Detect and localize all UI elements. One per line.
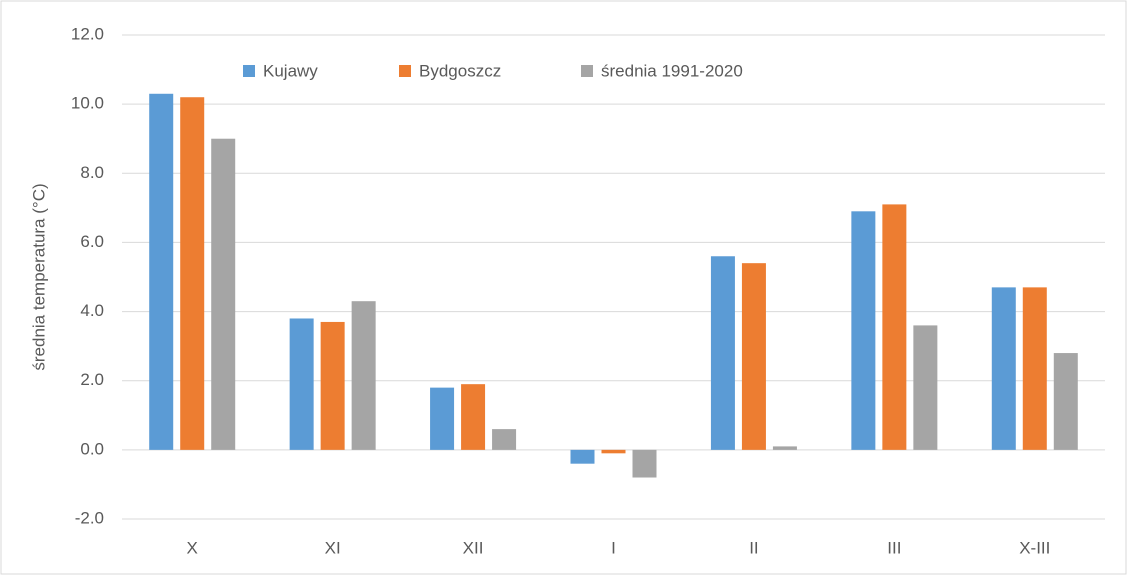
x-tick-label: X-III (1019, 538, 1050, 557)
bar (741, 263, 766, 450)
bar (913, 325, 938, 450)
y-tick-label: 10.0 (71, 94, 104, 113)
bar (1022, 287, 1047, 450)
bar (570, 449, 595, 464)
y-tick-label: 12.0 (71, 24, 104, 43)
legend-swatch (243, 65, 255, 77)
x-tick-label: II (749, 538, 758, 557)
bar (289, 318, 314, 450)
legend-swatch (399, 65, 411, 77)
bar (149, 93, 174, 450)
bar (772, 446, 797, 450)
bar (710, 256, 735, 450)
y-tick-label: 0.0 (80, 439, 104, 458)
bar (1053, 353, 1078, 450)
y-tick-label: -2.0 (75, 508, 104, 527)
bar (882, 204, 907, 450)
x-tick-label: XI (325, 538, 341, 557)
x-tick-label: X (187, 538, 198, 557)
y-axis-label: średnia temperatura (°C) (29, 183, 48, 370)
bar (632, 449, 657, 478)
x-tick-label: XII (463, 538, 484, 557)
x-tick-label: III (887, 538, 901, 557)
bar (320, 321, 345, 450)
x-tick-label: I (611, 538, 616, 557)
y-tick-label: 2.0 (80, 370, 104, 389)
legend-label: Bydgoszcz (419, 61, 501, 80)
bar (211, 138, 236, 450)
legend-label: średnia 1991-2020 (601, 61, 743, 80)
bar (851, 211, 876, 450)
bar (461, 384, 486, 450)
y-tick-label: 4.0 (80, 301, 104, 320)
y-tick-label: 6.0 (80, 232, 104, 251)
bar (180, 97, 205, 450)
bar (991, 287, 1016, 450)
bar (430, 387, 455, 450)
y-tick-label: 8.0 (80, 163, 104, 182)
legend-swatch (581, 65, 593, 77)
bar (351, 301, 376, 450)
bar (492, 429, 517, 450)
bar (601, 449, 626, 454)
legend-label: Kujawy (263, 61, 318, 80)
